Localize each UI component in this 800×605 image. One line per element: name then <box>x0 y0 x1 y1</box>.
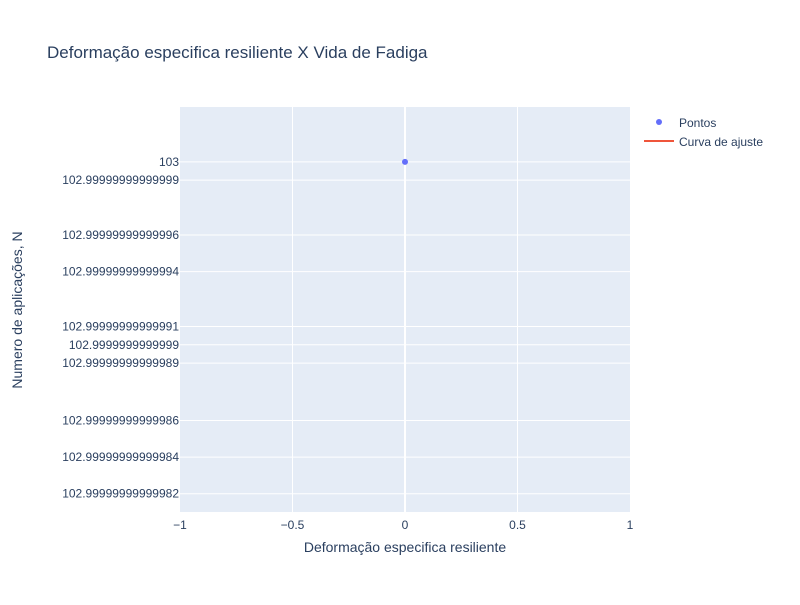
y-tick-label: 103 <box>159 155 179 169</box>
data-point <box>402 158 408 165</box>
legend-item-pontos[interactable]: Pontos <box>656 116 716 130</box>
y-tick-label: 102.99999999999986 <box>62 414 179 428</box>
y-tick-label: 102.99999999999999 <box>62 173 179 187</box>
legend-item-curva[interactable]: Curva de ajuste <box>644 135 763 149</box>
x-tick-label: −0.5 <box>281 518 305 532</box>
data-layer <box>402 158 408 165</box>
tick-labels: −1 −0.5 0 0.5 1 103 102.99999999999999 102.9999… <box>62 155 633 532</box>
legend-label-pontos: Pontos <box>679 116 716 130</box>
legend-label-curva: Curva de ajuste <box>679 135 763 149</box>
x-tick-label: 0.5 <box>509 518 526 532</box>
x-tick-label: 0 <box>402 518 409 532</box>
y-tick-label: 102.99999999999994 <box>62 265 179 279</box>
x-axis-label: Deformação especifica resiliente <box>304 539 507 555</box>
legend[interactable]: Pontos Curva de ajuste <box>644 116 763 149</box>
chart-title: Deformação especifica resiliente X Vida … <box>47 43 428 62</box>
y-axis-label: Numero de aplicações, N <box>9 231 25 388</box>
y-tick-label: 102.99999999999982 <box>62 487 179 501</box>
x-tick-label: 1 <box>627 518 634 532</box>
grid-layer <box>180 107 630 512</box>
y-tick-label: 102.99999999999989 <box>62 356 179 370</box>
x-tick-label: −1 <box>173 518 187 532</box>
y-tick-label: 102.99999999999991 <box>62 319 179 333</box>
legend-marker-pontos <box>656 119 662 125</box>
y-tick-label: 102.9999999999999 <box>69 338 179 352</box>
y-tick-label: 102.99999999999996 <box>62 228 179 242</box>
y-tick-label: 102.99999999999984 <box>62 450 179 464</box>
